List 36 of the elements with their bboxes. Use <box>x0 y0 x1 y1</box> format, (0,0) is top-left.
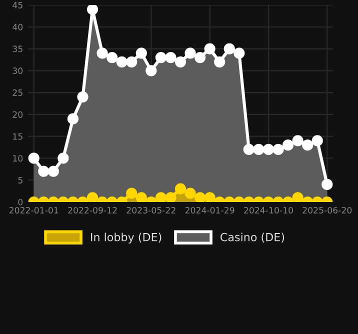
legend-label: Casino (DE) <box>220 232 284 243</box>
point <box>136 48 147 59</box>
point <box>204 43 216 54</box>
y-tick-label: 25 <box>12 89 22 96</box>
y-tick-label: 0 <box>18 198 23 206</box>
y-tick-label: 30 <box>12 68 23 74</box>
point <box>96 48 108 59</box>
y-tick-label: 5 <box>18 177 22 184</box>
x-tick-label: 2022-01-01 <box>9 207 58 214</box>
y-tick-label: 40 <box>12 24 23 30</box>
point <box>106 52 118 64</box>
point <box>67 113 79 124</box>
legend-label: In lobby (DE) <box>91 232 162 244</box>
y-tick-label: 20 <box>12 111 23 118</box>
y-tick-label: 45 <box>12 2 22 8</box>
point <box>165 52 176 64</box>
x-tick-label: 2024-10-10 <box>244 207 293 214</box>
point <box>174 56 186 68</box>
x-tick-label: 2025-06-20 <box>302 207 352 214</box>
point <box>146 65 157 76</box>
y-tick-label: 35 <box>12 46 22 52</box>
point <box>214 56 226 68</box>
point <box>126 56 138 68</box>
point <box>224 43 235 54</box>
point <box>234 48 245 59</box>
x-tick-label: 2024-01-29 <box>185 207 234 214</box>
point <box>155 52 167 64</box>
x-tick-label: 2023-05-22 <box>126 207 176 214</box>
point <box>77 91 88 102</box>
point <box>116 56 128 68</box>
point <box>184 48 196 59</box>
y-tick-label: 15 <box>13 133 22 140</box>
x-tick-label: 2022-09-12 <box>68 207 117 214</box>
point <box>194 52 206 64</box>
point <box>86 5 98 15</box>
y-tick-label: 10 <box>13 155 23 162</box>
